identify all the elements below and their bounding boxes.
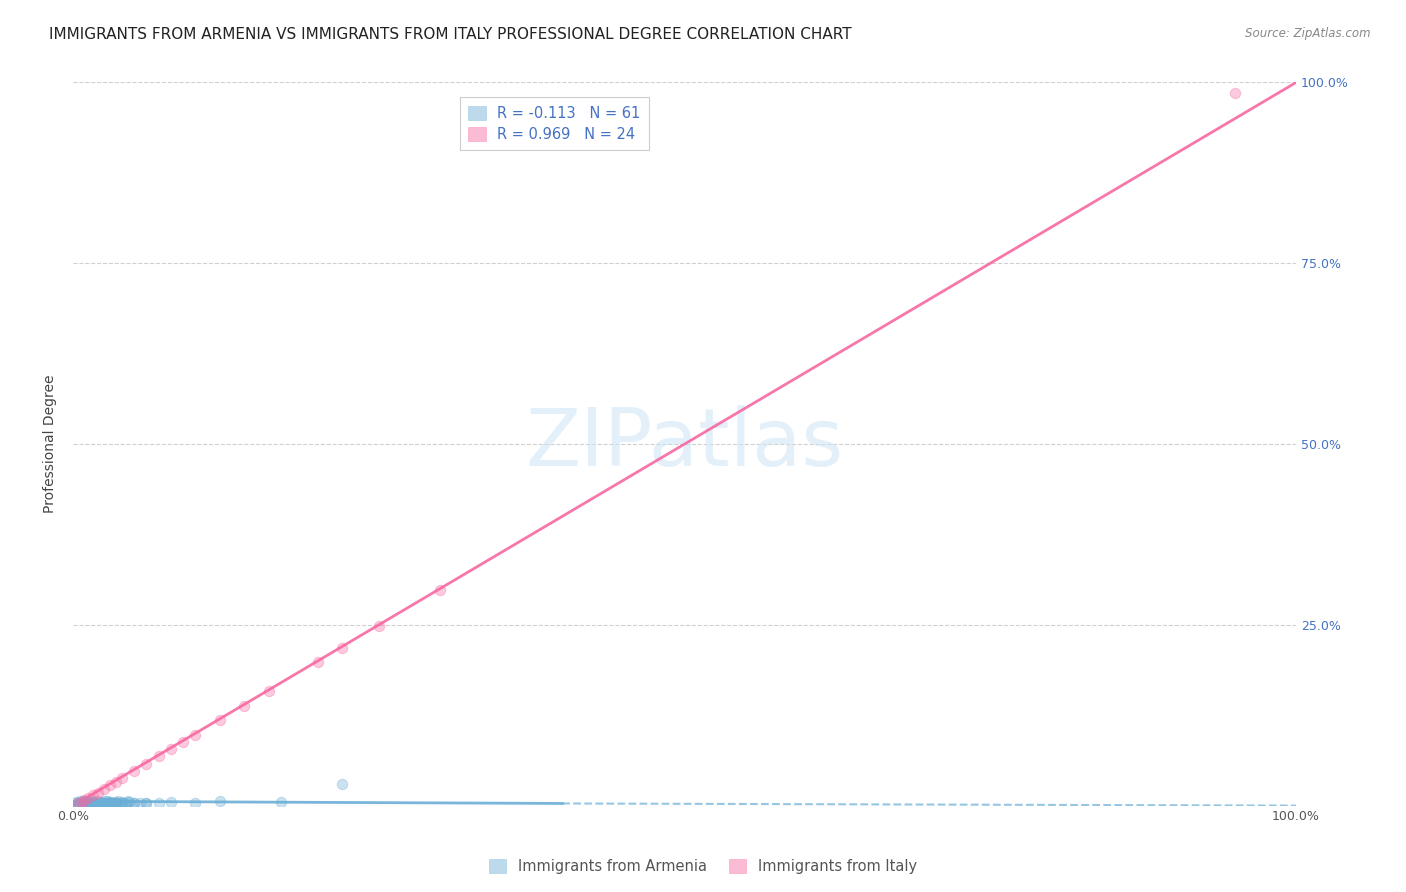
Point xyxy=(104,797,127,811)
Point xyxy=(76,794,98,808)
Point xyxy=(111,771,134,785)
Point xyxy=(82,795,104,809)
Point xyxy=(90,795,112,809)
Point xyxy=(184,728,207,742)
Point xyxy=(115,797,138,811)
Point xyxy=(83,797,105,811)
Text: Source: ZipAtlas.com: Source: ZipAtlas.com xyxy=(1246,27,1371,40)
Point xyxy=(105,796,128,810)
Point xyxy=(73,793,96,807)
Point xyxy=(160,795,183,809)
Point xyxy=(429,583,451,598)
Point xyxy=(72,795,94,809)
Point xyxy=(69,794,91,808)
Point xyxy=(100,796,122,810)
Point xyxy=(98,778,121,792)
Point xyxy=(97,797,120,811)
Point xyxy=(87,797,110,811)
Point xyxy=(84,796,107,810)
Point xyxy=(96,793,118,807)
Point xyxy=(86,797,108,812)
Point xyxy=(93,796,115,810)
Text: IMMIGRANTS FROM ARMENIA VS IMMIGRANTS FROM ITALY PROFESSIONAL DEGREE CORRELATION: IMMIGRANTS FROM ARMENIA VS IMMIGRANTS FR… xyxy=(49,27,852,42)
Point xyxy=(107,794,129,808)
Point xyxy=(129,796,152,810)
Point xyxy=(65,795,87,809)
Point xyxy=(148,749,170,764)
Point xyxy=(94,797,117,811)
Point xyxy=(117,794,139,808)
Point xyxy=(104,797,127,811)
Point xyxy=(122,797,145,811)
Point xyxy=(111,796,134,810)
Point xyxy=(98,795,121,809)
Point xyxy=(160,742,183,756)
Point xyxy=(98,795,121,809)
Point xyxy=(330,777,353,791)
Point xyxy=(114,796,136,810)
Point xyxy=(86,797,108,811)
Point xyxy=(330,640,353,655)
Point xyxy=(104,774,127,789)
Point xyxy=(101,797,124,811)
Point xyxy=(307,656,329,670)
Point xyxy=(122,764,145,778)
Point xyxy=(135,756,157,771)
Point xyxy=(172,735,194,749)
Point xyxy=(108,797,131,811)
Point xyxy=(66,797,89,811)
Point xyxy=(122,797,145,811)
Point xyxy=(67,796,90,810)
Point xyxy=(208,794,231,808)
Point xyxy=(135,797,157,811)
Point xyxy=(270,795,292,809)
Point xyxy=(89,796,111,810)
Point xyxy=(93,796,115,810)
Point xyxy=(93,782,115,797)
Point xyxy=(66,797,89,811)
Point xyxy=(118,795,141,809)
Point xyxy=(1223,87,1246,101)
Point xyxy=(82,794,104,808)
Point xyxy=(82,789,104,803)
Point xyxy=(103,796,125,810)
Legend: R = -0.113   N = 61, R = 0.969   N = 24: R = -0.113 N = 61, R = 0.969 N = 24 xyxy=(460,97,650,150)
Point xyxy=(80,797,103,811)
Text: ZIPatlas: ZIPatlas xyxy=(526,405,844,483)
Point xyxy=(70,795,93,809)
Point xyxy=(367,619,389,633)
Point xyxy=(76,791,98,805)
Point xyxy=(70,797,93,812)
Point xyxy=(75,795,97,809)
Point xyxy=(257,684,280,698)
Point xyxy=(77,797,100,812)
Point xyxy=(233,698,256,713)
Point xyxy=(148,797,170,811)
Point xyxy=(86,794,108,808)
Point xyxy=(208,713,231,727)
Point xyxy=(66,796,89,810)
Point xyxy=(104,795,127,809)
Point xyxy=(76,796,98,810)
Point xyxy=(73,797,96,811)
Point xyxy=(184,796,207,810)
Point xyxy=(111,795,134,809)
Point xyxy=(79,796,101,810)
Y-axis label: Professional Degree: Professional Degree xyxy=(44,375,58,513)
Point xyxy=(94,794,117,808)
Point xyxy=(76,797,98,811)
Point xyxy=(135,796,157,810)
Point xyxy=(91,797,114,811)
Legend: Immigrants from Armenia, Immigrants from Italy: Immigrants from Armenia, Immigrants from… xyxy=(484,854,922,880)
Point xyxy=(86,786,108,800)
Point xyxy=(72,793,94,807)
